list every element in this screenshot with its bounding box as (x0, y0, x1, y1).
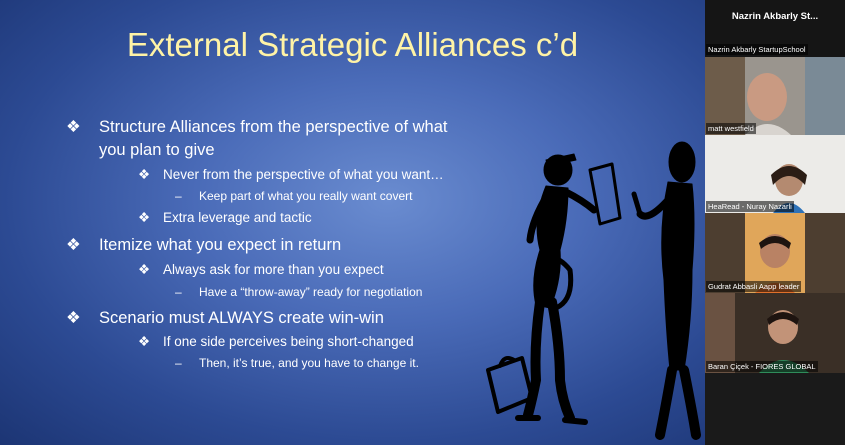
participant-video-feed (705, 213, 845, 293)
bullet-text: Have a “throw-away” ready for negotiatio… (199, 285, 423, 299)
participant-video-feed (705, 57, 845, 135)
bullet-diamond-icon: ❖ (66, 236, 81, 254)
participant-name-label: Gudrat Abbasli Aapp leader (706, 281, 802, 292)
presentation-slide: External Strategic Alliances c’d ❖ Struc… (0, 0, 705, 445)
bullet-diamond-icon: ❖ (66, 118, 81, 136)
bullet-text: Keep part of what you really want covert (199, 189, 413, 203)
bullet-diamond-icon: ❖ (66, 309, 81, 327)
bullet-diamond-icon: ❖ (138, 167, 151, 182)
participant-tile-host[interactable]: Nazrin Akbarly St... Nazrin Akbarly Star… (705, 0, 845, 57)
bullet-text: Structure Alliances from the perspective… (99, 118, 448, 136)
bullet-text: If one side perceives being short-change… (163, 334, 414, 349)
slide-title: External Strategic Alliances c’d (126, 26, 579, 63)
host-display-name: Nazrin Akbarly St... (731, 11, 819, 22)
participant-video-feed (705, 135, 845, 213)
bullet-diamond-icon: ❖ (138, 262, 151, 277)
bullet-text: you plan to give (99, 141, 215, 159)
bullet-diamond-icon: ❖ (138, 334, 151, 349)
bullet-text: Then, it’s true, and you have to change … (199, 356, 419, 370)
participant-name-label: Baran Çiçek - FIORES GLOBAL (706, 361, 818, 372)
bullet-text: Always ask for more than you expect (163, 262, 384, 277)
bullet-dash-icon: – (175, 189, 182, 203)
participant-name-label: Nazrin Akbarly StartupSchool (706, 44, 808, 55)
participant-tile-video[interactable]: Baran Çiçek - FIORES GLOBAL (705, 293, 845, 373)
participant-name-label: HeaRead - Nuray Nazarli (706, 201, 794, 212)
bullet-diamond-icon: ❖ (138, 210, 151, 225)
bullet-text: Extra leverage and tactic (163, 210, 312, 225)
participant-tile-video[interactable]: matt westfield (705, 57, 845, 135)
participant-name-label: matt westfield (706, 123, 756, 134)
bullet-text: Never from the perspective of what you w… (163, 167, 444, 182)
participant-tile-video[interactable]: HeaRead - Nuray Nazarli (705, 135, 845, 213)
bullet-text: Scenario must ALWAYS create win-win (99, 309, 384, 327)
bullet-text: Itemize what you expect in return (99, 236, 342, 254)
negotiation-silhouettes-illustration (486, 141, 701, 440)
participant-tile-video[interactable]: Gudrat Abbasli Aapp leader (705, 213, 845, 293)
bullet-dash-icon: – (175, 285, 182, 299)
bullet-dash-icon: – (175, 356, 182, 370)
